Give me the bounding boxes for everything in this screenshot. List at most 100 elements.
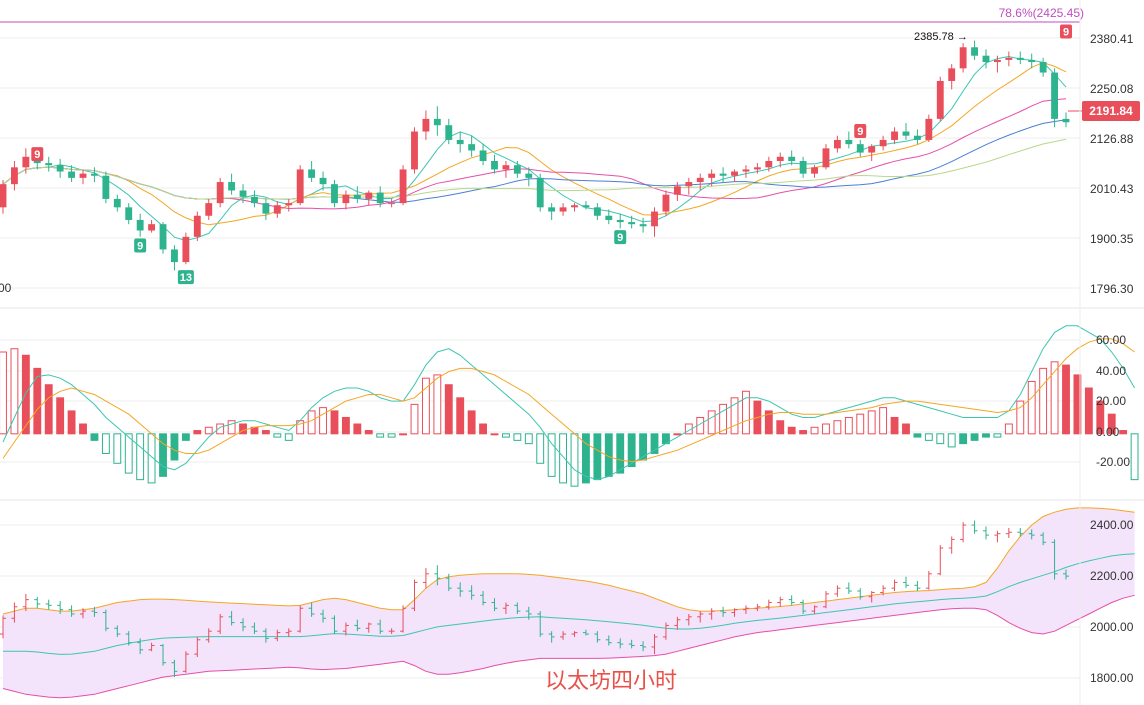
macd-histogram-bar (479, 423, 487, 435)
candle-body (788, 156, 796, 161)
candle-body (925, 118, 933, 140)
macd-histogram-bar (444, 384, 453, 435)
macd-histogram-bar (536, 433, 545, 464)
candle-body (708, 173, 716, 178)
macd-histogram-bar (513, 433, 522, 441)
macd-tick: 20.00 (1096, 394, 1126, 408)
macd-histogram-bar (216, 423, 225, 435)
macd-tick: -20.00 (1096, 455, 1130, 469)
ma-line-5 (2, 55, 1067, 242)
macd-histogram-bar (650, 433, 659, 454)
macd-histogram-bar (867, 410, 876, 435)
candle-body (685, 182, 693, 187)
candle-body (753, 167, 761, 170)
candle-body (993, 59, 1001, 63)
candle-body (239, 190, 247, 197)
macd-histogram-bar (364, 430, 373, 435)
boll-tick: 2200.00 (1090, 569, 1134, 583)
candle-body (559, 207, 567, 212)
td-marker-box (134, 238, 147, 253)
macd-histogram-bar (730, 397, 739, 435)
macd-histogram-bar (1016, 400, 1025, 435)
left-cut-price-label: 00 (0, 281, 12, 295)
candle-body (205, 203, 213, 216)
macd-histogram-bar (421, 377, 430, 435)
candle-body (399, 169, 407, 204)
candle-body (422, 118, 430, 132)
macd-histogram-bar (947, 433, 956, 448)
candle-body (193, 215, 201, 237)
candle-body (582, 205, 590, 208)
candle-body (868, 146, 876, 153)
td-marker-box (614, 230, 627, 245)
macd-histogram-bar (193, 430, 202, 435)
bollinger-indicator (0, 507, 1135, 699)
macd-histogram-bar (890, 416, 899, 435)
macd-histogram-bar (970, 433, 979, 441)
td-marker-label: 9 (1063, 27, 1069, 39)
boll-lower-line (2, 594, 1135, 699)
candle-body (308, 169, 316, 178)
candle-body (68, 171, 76, 178)
macd-tick: 0.00 (1096, 425, 1120, 439)
candle-body (491, 161, 498, 170)
macd-histogram-bar (982, 433, 990, 438)
macd-histogram-bar (616, 433, 625, 474)
macd-histogram-bar (376, 433, 385, 438)
td-marker-box (1060, 24, 1072, 39)
macd-histogram-bar (273, 433, 282, 438)
boll-tick: 2000.00 (1090, 620, 1134, 634)
candle-body (742, 169, 750, 172)
candle-body (696, 177, 704, 183)
candle-body (125, 207, 133, 220)
macd-histogram-bar (639, 433, 648, 461)
macd-histogram-bar (501, 433, 510, 438)
macd-histogram-bar (181, 433, 190, 441)
macd-histogram-bar (319, 407, 327, 435)
moving-average-lines (2, 55, 1067, 242)
macd-histogram-bar (490, 433, 499, 436)
macd-histogram-bar (227, 420, 236, 435)
candle-body (1039, 62, 1047, 73)
macd-histogram-bar (902, 423, 910, 435)
macd-histogram-bar (44, 384, 53, 435)
candle-body (445, 125, 453, 140)
candle-body (319, 177, 327, 185)
macd-histogram-bar (1119, 430, 1128, 435)
candle-body (285, 203, 293, 206)
candle-body (388, 203, 396, 205)
macd-histogram-bar (776, 420, 785, 435)
macd-histogram-bar (56, 397, 65, 435)
macd-histogram-bar (799, 430, 808, 435)
price-axis: 2380.41 2250.08 2126.88 2010.43 1900.35 … (1090, 32, 1134, 296)
td-marker-label: 9 (857, 126, 863, 138)
candle-body (411, 131, 418, 170)
candle-body (513, 165, 521, 174)
macd-histogram-bar (810, 426, 819, 435)
candle-body (765, 161, 773, 168)
macd-histogram-bar (456, 397, 465, 435)
macd-histogram-bar (1073, 374, 1082, 435)
macd-histogram-bar (284, 433, 293, 441)
td-marker-box (177, 270, 194, 285)
candle-body (776, 156, 784, 161)
candle-body (113, 198, 121, 208)
candle-body (731, 171, 738, 176)
candle-body (1016, 57, 1024, 60)
td-sequential-markers: 9 9 13 9 9 9 (31, 24, 1072, 285)
candle-body (959, 47, 967, 69)
macd-histogram-bar (1027, 380, 1036, 435)
boll-tick: 1800.00 (1090, 671, 1134, 685)
macd-histogram-bar (993, 433, 1002, 438)
candle-body (11, 167, 18, 185)
macd-histogram-bar (170, 433, 179, 461)
macd-histogram-bar (467, 410, 476, 435)
macd-histogram-bar (330, 410, 339, 435)
macd-histogram-bar (719, 403, 728, 435)
macd-dea-line (2, 338, 1135, 463)
macd-histogram-bar (67, 410, 76, 435)
macd-histogram-bar (1130, 433, 1139, 481)
candle-body (365, 192, 373, 199)
candle-body (673, 186, 681, 195)
